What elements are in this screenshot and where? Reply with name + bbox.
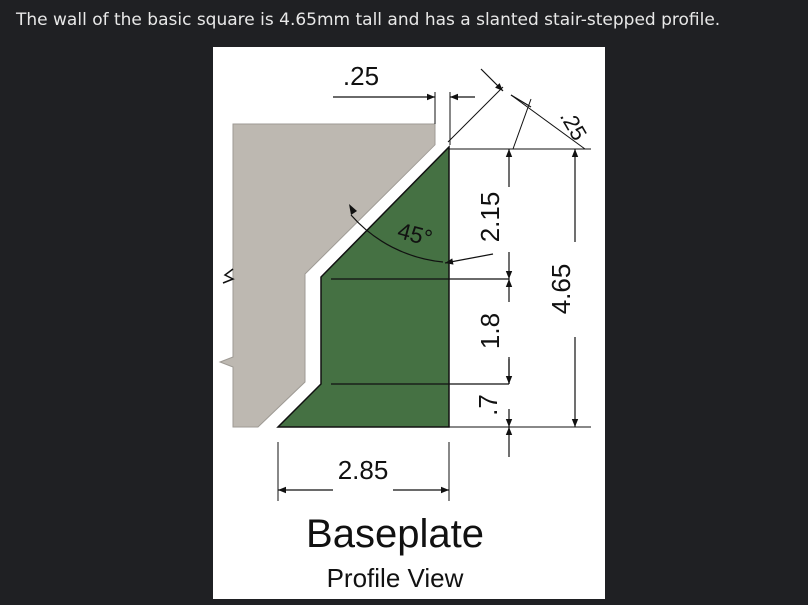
dim-middle-height-label: 1.8: [475, 313, 505, 349]
dim-upper-height-label: 2.15: [475, 192, 505, 243]
dim-diagonal-label: .25: [555, 106, 592, 145]
figure-subtitle: Profile View: [327, 563, 464, 593]
dim-diagonal-line: [480, 68, 504, 92]
green-profile: [276, 145, 450, 428]
gap-line: [263, 141, 443, 429]
caption-text: The wall of the basic square is 4.65mm t…: [16, 10, 721, 30]
dim-total-height-label: 4.65: [546, 264, 576, 315]
dim-base-width-label: 2.85: [338, 455, 389, 485]
dim-lower-height-label: .7: [473, 394, 503, 416]
break-line: [222, 268, 235, 284]
profile-drawing: .25 .25 45° 2.15 1.8 .7 4.65 2.85 Basepl…: [218, 61, 592, 593]
baseplate-profile-figure: .25 .25 45° 2.15 1.8 .7 4.65 2.85 Basepl…: [213, 47, 605, 599]
figure-title: Baseplate: [306, 512, 484, 556]
dim-top-offset-label: .25: [343, 61, 379, 91]
angle-arc: [350, 214, 444, 263]
wall-section: [218, 123, 436, 428]
